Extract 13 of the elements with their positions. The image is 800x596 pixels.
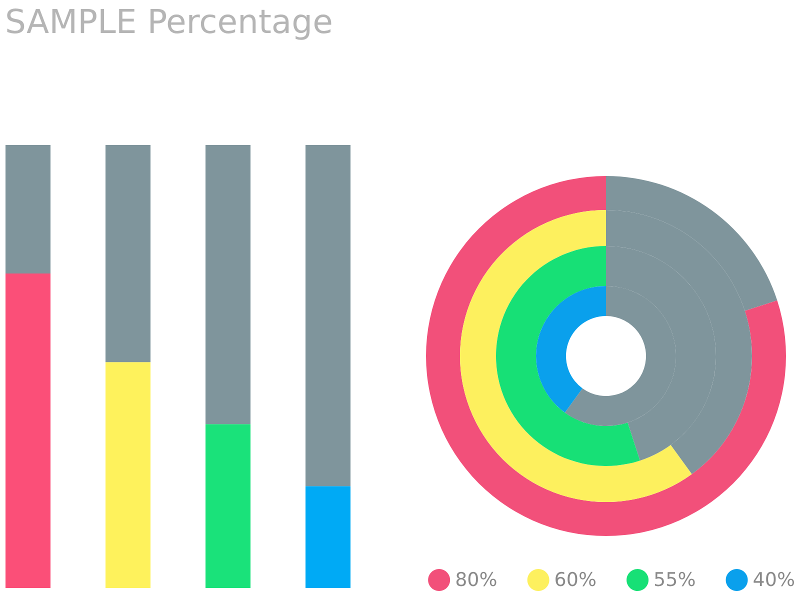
bar [206,145,250,424]
bar [306,145,350,486]
bar [6,273,50,588]
legend-label: 40% [752,569,796,591]
legend-label: 55% [654,569,696,591]
bar [6,145,50,274]
bar [106,362,150,588]
legend-label: 60% [554,569,597,591]
bar [306,486,350,588]
bar [106,145,150,362]
legend-label: 80% [455,569,498,591]
chart-title: SAMPLE Percentage [5,2,333,41]
bar [206,424,250,588]
